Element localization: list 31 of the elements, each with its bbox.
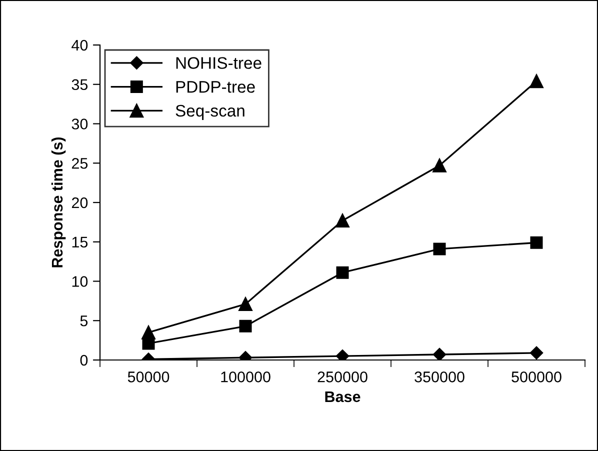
- y-tick-label: 10: [72, 276, 88, 287]
- y-tick-label: 5: [80, 316, 88, 326]
- point: [142, 325, 156, 340]
- x-axis-title: Base: [325, 391, 360, 402]
- y-tick-label: 0: [80, 354, 88, 366]
- point: [530, 236, 543, 249]
- y-tick-label: 40: [72, 40, 88, 51]
- x-tick-label: 250000: [318, 372, 368, 382]
- y-tick-label: 15: [72, 236, 88, 248]
- legend-label: NOHIS-tree: [176, 57, 262, 69]
- point: [336, 266, 349, 279]
- y-tick-label: 25: [72, 158, 88, 169]
- y-tick-label: 20: [72, 197, 88, 208]
- x-tick-label: 100000: [221, 372, 270, 382]
- x-tick-label: 50000: [128, 372, 170, 382]
- point: [336, 214, 350, 228]
- x-tick-label: 500000: [512, 372, 562, 382]
- point: [530, 346, 544, 360]
- legend-label: Seq-scan: [176, 104, 244, 120]
- y-tick-label: 30: [72, 118, 88, 130]
- point: [238, 297, 252, 312]
- x-tick-label: 350000: [414, 372, 464, 382]
- y-tick-label: 35: [72, 79, 88, 90]
- legend-label: PDDP-tree: [176, 81, 255, 93]
- y-axis-title: Response time (s): [51, 137, 66, 268]
- point: [433, 242, 446, 256]
- point: [530, 74, 544, 88]
- point: [432, 158, 446, 172]
- point: [239, 320, 252, 332]
- point: [336, 349, 350, 360]
- point: [432, 348, 446, 360]
